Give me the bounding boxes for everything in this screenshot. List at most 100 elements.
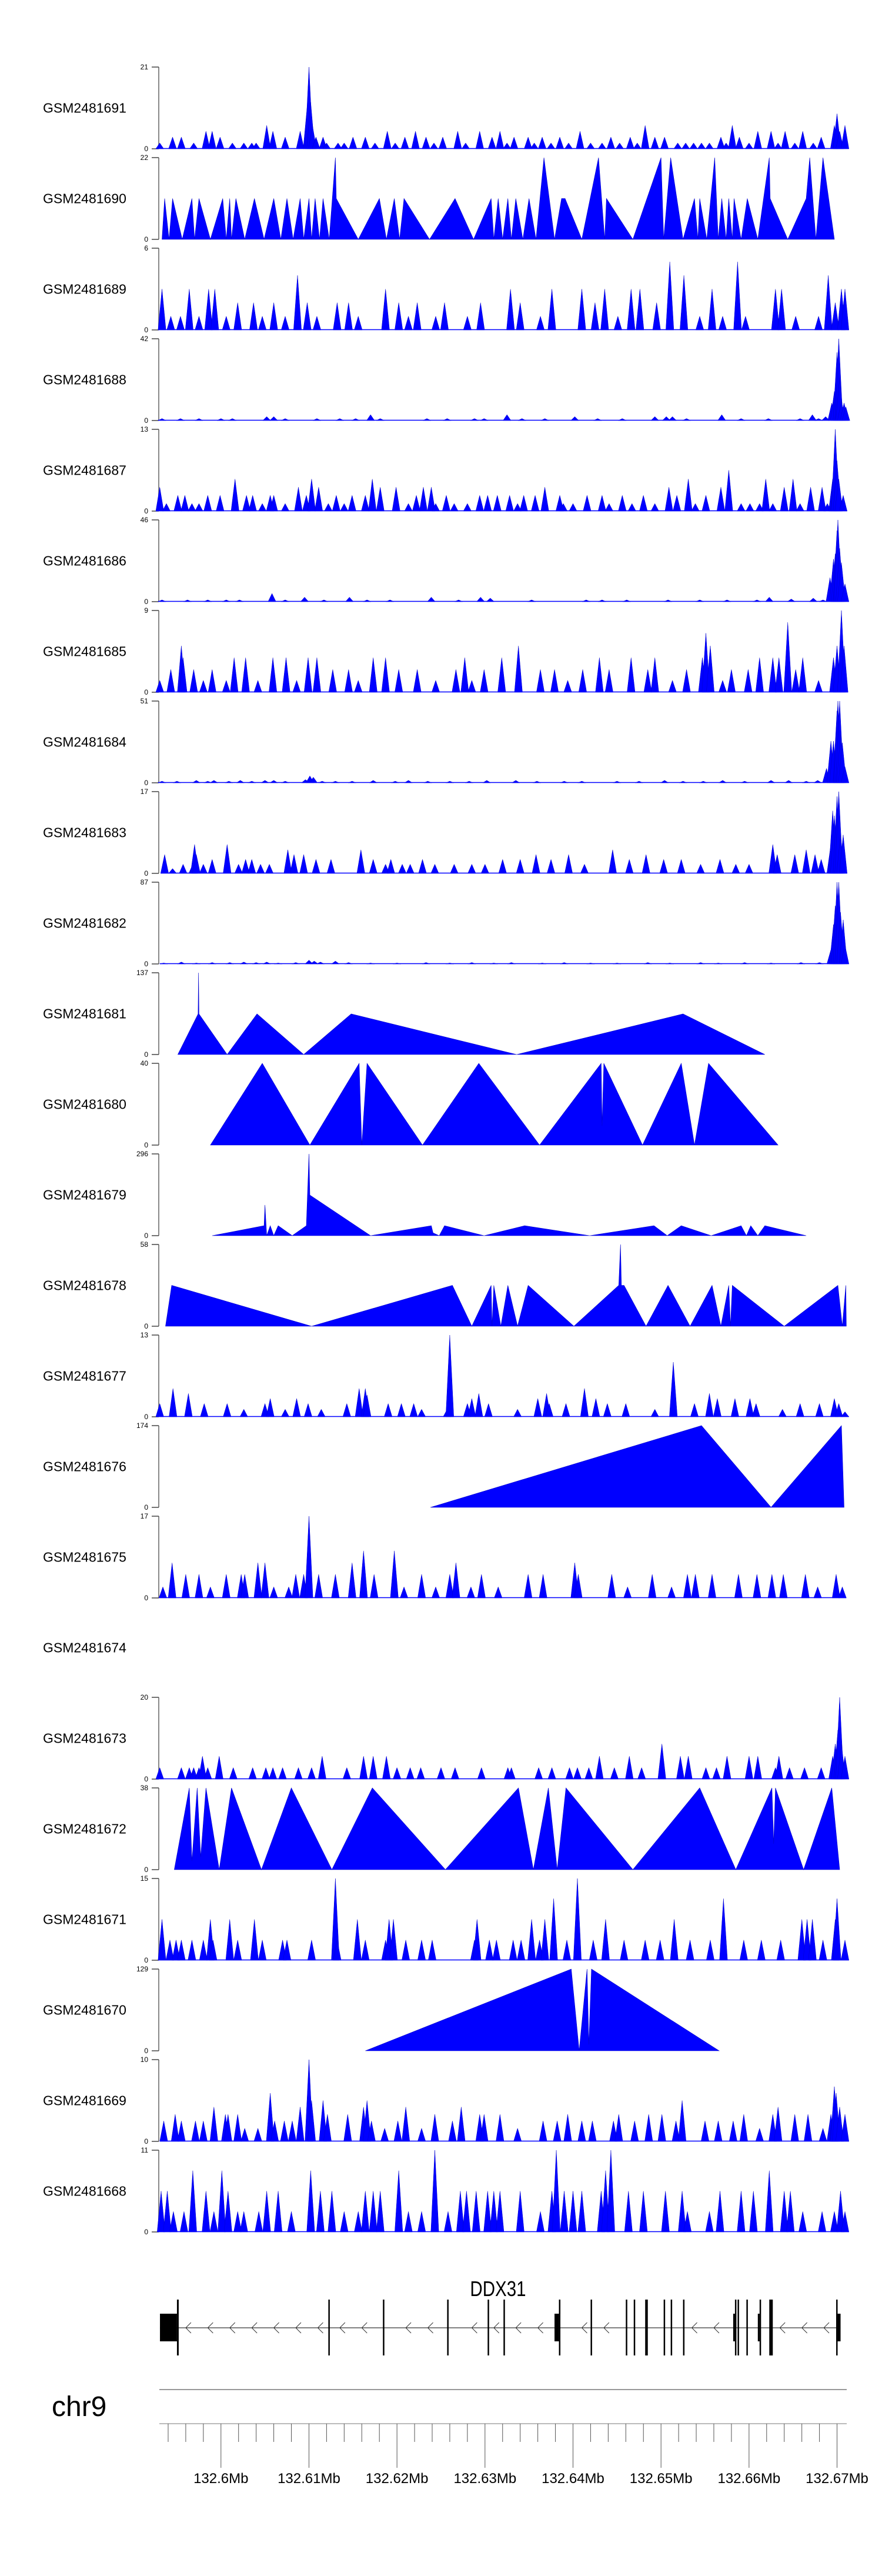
coverage-peak <box>248 1767 257 1780</box>
coverage-peak <box>641 125 650 149</box>
coverage-peak <box>209 2107 218 2142</box>
y-axis-max-label: 22 <box>141 154 149 162</box>
coverage-peak <box>639 495 648 512</box>
chromosome-label: chr9 <box>52 2391 106 2422</box>
coverage-peak <box>577 2121 586 2142</box>
coverage-peak <box>790 142 799 149</box>
coverage-peak <box>402 1940 410 1961</box>
coverage-peak <box>169 2211 178 2233</box>
coverage-peak <box>340 503 349 512</box>
track-label: GSM2481685 <box>43 644 126 659</box>
coverage-peak <box>739 2114 748 2142</box>
coverage-peak <box>608 849 617 874</box>
coverage-peak <box>176 315 185 331</box>
coverage-peak <box>413 669 422 693</box>
coding-exon <box>683 2300 685 2355</box>
coverage-peak <box>603 1403 612 1417</box>
coverage-peak <box>552 2150 561 2233</box>
track-label: GSM2481674 <box>43 1640 126 1656</box>
coverage-peak <box>333 302 342 331</box>
coverage-peak <box>400 1586 409 1599</box>
coding-exon <box>769 2300 773 2355</box>
coverage-peak <box>199 680 208 693</box>
coverage-peak <box>307 1940 316 1961</box>
y-axis-min-label: 0 <box>144 145 148 153</box>
coverage-peak <box>412 495 421 512</box>
coverage-peak <box>392 487 400 512</box>
track-label: GSM2481689 <box>43 282 126 297</box>
coverage-peak <box>641 1940 650 1961</box>
coverage-peak <box>744 863 753 874</box>
coverage-peak <box>253 1563 262 1599</box>
coverage-peak <box>817 859 826 874</box>
coverage-peak <box>516 859 524 874</box>
coverage-peak <box>256 863 265 874</box>
coverage-peak <box>216 495 225 512</box>
strand-arrow-icon <box>823 2322 830 2334</box>
x-axis-tick-label: 132.65Mb <box>630 2471 693 2487</box>
coverage-peak <box>240 2127 249 2142</box>
coverage-peak <box>269 131 278 149</box>
coverage-peak <box>753 1574 761 1599</box>
coverage-peak <box>195 503 203 512</box>
track-label: GSM2481669 <box>43 2093 126 2108</box>
strand-arrow-icon <box>427 2322 433 2334</box>
coding-exon <box>734 2300 737 2355</box>
coverage-peak <box>191 2121 200 2142</box>
coverage-peak <box>233 302 242 331</box>
coverage-peak <box>691 1574 700 1599</box>
y-axis-min-label: 0 <box>144 1322 148 1330</box>
coverage-area <box>162 157 835 241</box>
strand-arrow-icon <box>471 2322 477 2334</box>
coverage-peak <box>430 863 439 874</box>
coverage-peak <box>606 2150 615 2233</box>
coverage-peak <box>562 1940 572 1961</box>
coverage-peak <box>381 658 390 693</box>
coverage-peak <box>485 1940 494 1961</box>
coverage-peak <box>553 2121 562 2142</box>
coverage-peak <box>463 503 472 512</box>
y-axis-min-label: 0 <box>144 1594 148 1602</box>
coverage-peak <box>354 315 363 331</box>
coverage-peak <box>681 142 690 149</box>
coverage-peak <box>595 658 604 693</box>
coverage-peak <box>765 2170 774 2233</box>
coverage-peak <box>513 1409 522 1417</box>
coverage-peak <box>280 503 290 512</box>
coverage-peak <box>179 863 188 874</box>
strand-arrow-icon <box>339 2322 346 2334</box>
x-axis-tick-label: 132.64Mb <box>542 2471 604 2487</box>
coverage-peak <box>597 495 606 512</box>
coverage-peak <box>590 302 599 331</box>
coverage-peak <box>262 1767 270 1780</box>
coverage-peak <box>840 1411 850 1417</box>
coverage-area <box>365 1968 720 2051</box>
coverage-peak <box>413 302 422 331</box>
strand-arrow-icon <box>779 2322 786 2334</box>
coverage-peak <box>840 1940 850 1961</box>
utr-exon <box>733 2314 735 2341</box>
coverage-peak <box>223 844 232 874</box>
coverage-peak <box>258 315 267 331</box>
coding-exon <box>836 2300 838 2355</box>
coverage-peak <box>761 479 770 512</box>
coverage-peak <box>697 142 706 149</box>
coverage-peak <box>613 315 622 331</box>
coverage-peak <box>799 2211 807 2233</box>
y-axis-max-label: 129 <box>136 1965 148 1973</box>
coverage-peak <box>589 1940 598 1961</box>
y-axis-min-label: 0 <box>144 1775 148 1783</box>
strand-arrow-icon <box>229 2322 236 2334</box>
strand-arrow-icon <box>317 2322 323 2334</box>
track-label: GSM2481690 <box>43 191 126 206</box>
coverage-peak <box>185 289 193 331</box>
coverage-peak <box>755 2127 764 2142</box>
coverage-peak <box>540 487 549 512</box>
coverage-peak <box>250 1919 259 1961</box>
coverage-peak <box>419 487 428 512</box>
gene-name-label: DDX31 <box>470 2277 526 2300</box>
coverage-peak <box>239 142 248 149</box>
coverage-peak <box>248 859 256 874</box>
track-label: GSM2481673 <box>43 1731 126 1746</box>
coverage-peak <box>614 2114 623 2142</box>
